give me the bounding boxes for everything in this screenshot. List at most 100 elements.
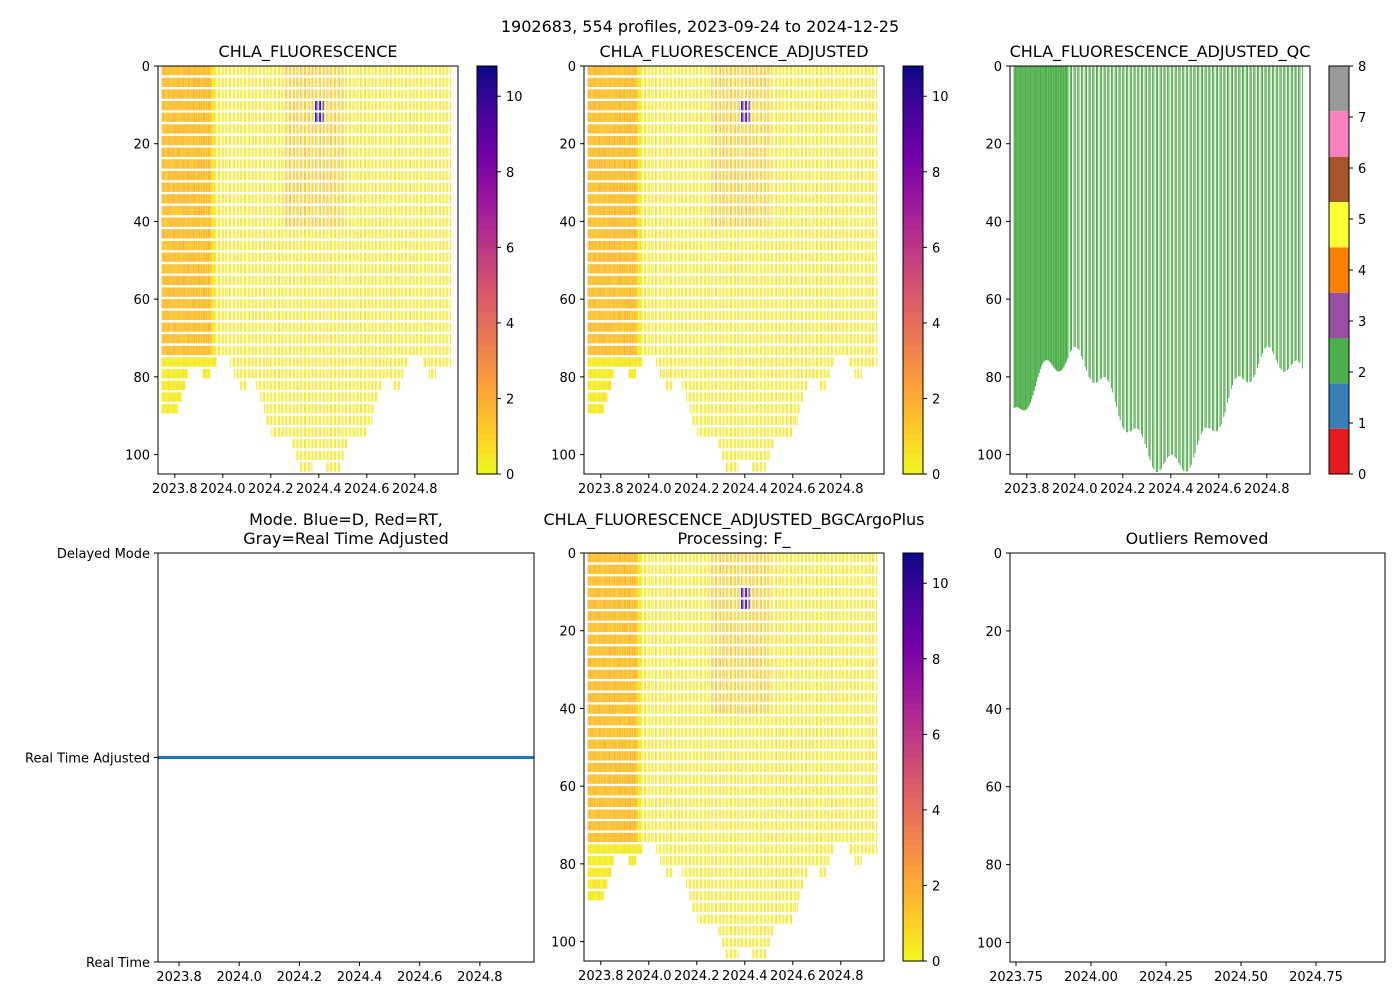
- heatmap-cell: [365, 101, 366, 110]
- heatmap-cell: [264, 323, 265, 332]
- heatmap-cell: [316, 346, 317, 355]
- heatmap-cell: [289, 113, 290, 122]
- heatmap-cell: [334, 124, 335, 133]
- heatmap-cell: [168, 392, 169, 401]
- heatmap-cell: [169, 323, 170, 332]
- heatmap-cell: [335, 194, 336, 203]
- heatmap-cell: [200, 113, 201, 122]
- heatmap-cell: [298, 101, 299, 110]
- heatmap-cell: [296, 124, 297, 133]
- heatmap-cell: [343, 136, 344, 145]
- heatmap-cell: [234, 183, 235, 192]
- heatmap-cell: [364, 323, 365, 332]
- heatmap-cell: [319, 66, 320, 75]
- heatmap-cell: [290, 392, 291, 401]
- heatmap-cell: [283, 78, 284, 87]
- heatmap-cell: [164, 136, 165, 145]
- heatmap-cell: [365, 148, 366, 157]
- heatmap-cell: [447, 288, 448, 297]
- heatmap-cell: [237, 89, 238, 98]
- heatmap-cell: [375, 218, 376, 227]
- heatmap-cell: [326, 299, 327, 308]
- heatmap-cell: [252, 357, 253, 366]
- heatmap-cell: [350, 89, 351, 98]
- heatmap-cell: [256, 136, 257, 145]
- heatmap-cell: [427, 194, 428, 203]
- heatmap-cell: [412, 206, 413, 215]
- heatmap-cell: [279, 392, 280, 401]
- heatmap-cell: [300, 66, 301, 75]
- heatmap-cell: [388, 311, 389, 320]
- heatmap-cell: [286, 136, 287, 145]
- heatmap-cell: [188, 159, 189, 168]
- heatmap-cell: [319, 311, 320, 320]
- heatmap-cell: [237, 299, 238, 308]
- heatmap-cell: [417, 89, 418, 98]
- colorbar-segment: [477, 290, 497, 297]
- heatmap-cell: [202, 206, 203, 215]
- heatmap-cell: [365, 89, 366, 98]
- heatmap-cell: [184, 206, 185, 215]
- heatmap-cell: [305, 171, 306, 180]
- heatmap-cell: [421, 311, 422, 320]
- heatmap-cell: [339, 89, 340, 98]
- heatmap-cell: [350, 124, 351, 133]
- heatmap-cell: [343, 194, 344, 203]
- heatmap-cell: [289, 392, 290, 401]
- heatmap-cell: [305, 323, 306, 332]
- heatmap-cell: [215, 276, 216, 285]
- heatmap-cell: [349, 299, 350, 308]
- heatmap-cell: [180, 299, 181, 308]
- heatmap-cell: [293, 404, 294, 413]
- heatmap-cell: [259, 357, 260, 366]
- heatmap-cell: [308, 89, 309, 98]
- heatmap-cell: [326, 276, 327, 285]
- heatmap-cell: [391, 323, 392, 332]
- heatmap-cell: [398, 253, 399, 262]
- heatmap-cell: [326, 346, 327, 355]
- heatmap-cell: [354, 136, 355, 145]
- heatmap-cell: [163, 264, 164, 273]
- heatmap-cell: [343, 78, 344, 87]
- heatmap-cell: [188, 334, 189, 343]
- heatmap-cell: [304, 299, 305, 308]
- heatmap-cell: [255, 171, 256, 180]
- heatmap-cell: [188, 241, 189, 250]
- heatmap-cell: [178, 218, 179, 227]
- heatmap-cell: [286, 416, 287, 425]
- heatmap-cell: [414, 229, 415, 238]
- heatmap-cell: [349, 369, 350, 378]
- heatmap-cell: [256, 276, 257, 285]
- heatmap-cell: [162, 334, 163, 343]
- heatmap-cell: [353, 288, 354, 297]
- heatmap-cell: [296, 183, 297, 192]
- heatmap-cell: [343, 183, 344, 192]
- heatmap-cell: [170, 346, 171, 355]
- heatmap-cell: [278, 206, 279, 215]
- heatmap-cell: [197, 113, 198, 122]
- heatmap-cell: [197, 89, 198, 98]
- heatmap-cell: [260, 288, 261, 297]
- heatmap-cell: [296, 136, 297, 145]
- heatmap-cell: [237, 159, 238, 168]
- heatmap-cell: [290, 113, 291, 122]
- heatmap-cell: [394, 276, 395, 285]
- heatmap-cell: [212, 194, 213, 203]
- heatmap-cell: [259, 288, 260, 297]
- heatmap-cell: [169, 346, 170, 355]
- heatmap-cell: [193, 171, 194, 180]
- heatmap-cell: [162, 159, 163, 168]
- heatmap-cell: [350, 148, 351, 157]
- heatmap-cell: [442, 66, 443, 75]
- heatmap-cell: [313, 124, 314, 133]
- heatmap-cell: [421, 334, 422, 343]
- heatmap-cell: [349, 136, 350, 145]
- heatmap-cell: [180, 241, 181, 250]
- heatmap-cell: [380, 218, 381, 227]
- heatmap-cell: [353, 171, 354, 180]
- heatmap-cell: [440, 183, 441, 192]
- heatmap-cell: [175, 101, 176, 110]
- heatmap-cell: [275, 404, 276, 413]
- heatmap-cell: [435, 78, 436, 87]
- heatmap-cell: [162, 357, 163, 366]
